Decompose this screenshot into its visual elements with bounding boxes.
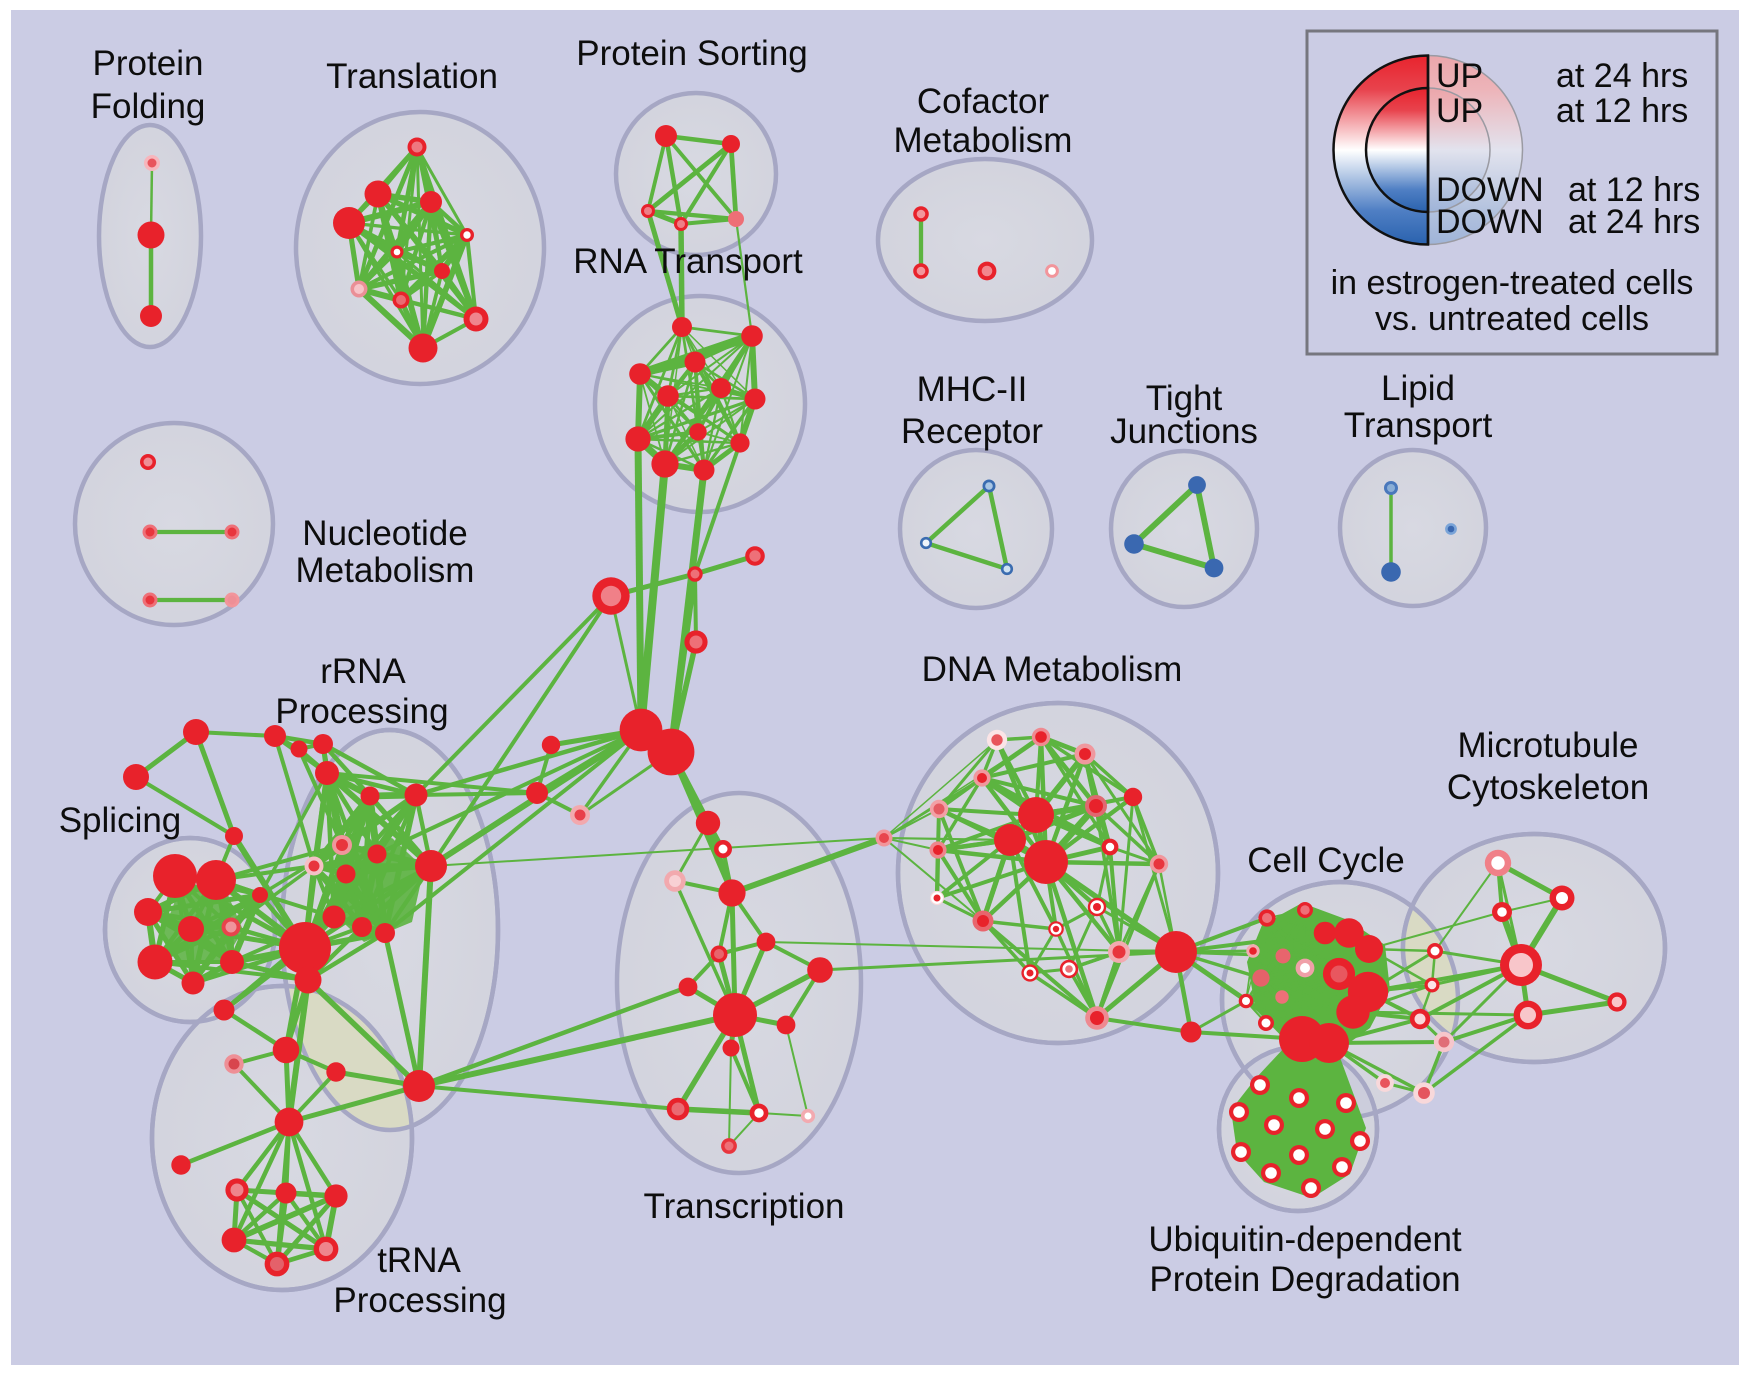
svg-text:Folding: Folding xyxy=(91,87,206,126)
svg-text:Cytoskeleton: Cytoskeleton xyxy=(1447,768,1649,807)
svg-text:MHC-II: MHC-II xyxy=(917,370,1028,409)
svg-text:Transcription: Transcription xyxy=(644,1187,845,1226)
svg-text:RNA Transport: RNA Transport xyxy=(573,242,803,281)
svg-text:Protein: Protein xyxy=(93,44,204,83)
svg-text:UP: UP xyxy=(1436,92,1483,130)
svg-text:at 24 hrs: at 24 hrs xyxy=(1568,203,1700,241)
svg-text:at 12 hrs: at 12 hrs xyxy=(1568,171,1700,209)
svg-text:DNA Metabolism: DNA Metabolism xyxy=(922,650,1183,689)
svg-text:at 24 hrs: at 24 hrs xyxy=(1556,57,1688,95)
svg-text:Metabolism: Metabolism xyxy=(894,121,1073,160)
svg-text:Cofactor: Cofactor xyxy=(917,82,1050,121)
svg-text:Metabolism: Metabolism xyxy=(296,551,475,590)
svg-text:in estrogen-treated cells: in estrogen-treated cells xyxy=(1331,264,1694,302)
svg-text:Nucleotide: Nucleotide xyxy=(302,514,467,553)
svg-text:Protein Sorting: Protein Sorting xyxy=(576,34,808,73)
svg-text:Microtubule: Microtubule xyxy=(1458,726,1639,765)
svg-text:Tight: Tight xyxy=(1146,379,1223,418)
svg-text:vs. untreated cells: vs. untreated cells xyxy=(1375,300,1649,338)
svg-text:Transport: Transport xyxy=(1344,406,1493,445)
svg-text:Cell Cycle: Cell Cycle xyxy=(1247,841,1405,880)
svg-text:UP: UP xyxy=(1436,57,1483,95)
svg-text:DOWN: DOWN xyxy=(1436,171,1544,209)
svg-text:Translation: Translation xyxy=(326,57,498,96)
svg-text:rRNA: rRNA xyxy=(320,652,406,691)
svg-text:at 12 hrs: at 12 hrs xyxy=(1556,92,1688,130)
svg-text:Ubiquitin-dependent: Ubiquitin-dependent xyxy=(1148,1220,1462,1259)
svg-text:Splicing: Splicing xyxy=(59,801,182,840)
svg-text:Processing: Processing xyxy=(333,1281,506,1320)
svg-text:tRNA: tRNA xyxy=(377,1241,461,1280)
svg-text:Protein Degradation: Protein Degradation xyxy=(1149,1260,1460,1299)
svg-text:Junctions: Junctions xyxy=(1110,412,1258,451)
svg-text:Receptor: Receptor xyxy=(901,412,1043,451)
svg-text:DOWN: DOWN xyxy=(1436,203,1544,241)
svg-text:Lipid: Lipid xyxy=(1381,369,1455,408)
svg-text:Processing: Processing xyxy=(275,692,448,731)
